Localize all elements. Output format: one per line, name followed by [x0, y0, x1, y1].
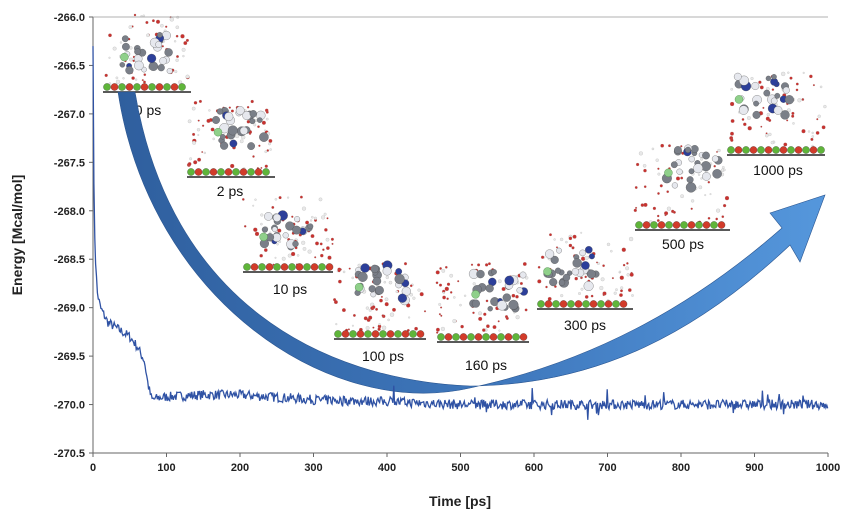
- snapshot-inset: [186, 99, 275, 178]
- energy-series-line: [92, 46, 829, 420]
- snapshot-inset: [727, 71, 827, 156]
- y-tick-label: -269.0: [54, 303, 85, 315]
- y-tick-label: -270.5: [54, 448, 85, 460]
- x-tick-label: 700: [598, 462, 616, 474]
- snapshot-time-label: 160 ps: [465, 357, 507, 373]
- y-tick-label: -266.0: [54, 12, 85, 24]
- trajectory-arrow: [117, 91, 826, 394]
- x-axis-title: Time [ps]: [429, 493, 491, 509]
- snapshot-time-label: 300 ps: [564, 317, 606, 333]
- snapshot-inset: [333, 260, 427, 340]
- snapshot-time-label: 100 ps: [362, 348, 404, 364]
- x-tick-label: 0: [90, 462, 96, 474]
- y-axis-title: Energy [Mcal/mol]: [9, 175, 25, 296]
- y-tick-label: -266.5: [54, 60, 85, 72]
- snapshot-time-label: 0 ps: [135, 102, 161, 118]
- y-tick-label: -267.0: [54, 109, 85, 121]
- x-tick-label: 200: [231, 462, 249, 474]
- snapshot-inset: [435, 262, 529, 343]
- x-tick-label: 500: [451, 462, 469, 474]
- snapshot-insets: 0 ps 2 ps 10 ps 100 ps 160 ps 300 ps 500 ps 100…: [103, 13, 827, 373]
- snapshot-inset: [103, 13, 191, 93]
- y-tick-label: -269.5: [54, 351, 85, 363]
- x-tick-label: 900: [745, 462, 763, 474]
- snapshot-time-label: 500 ps: [662, 236, 704, 252]
- snapshot-time-label: 1000 ps: [753, 162, 803, 178]
- x-tick-label: 100: [157, 462, 175, 474]
- snapshot-inset: [242, 195, 334, 273]
- x-tick-label: 800: [672, 462, 690, 474]
- snapshot-time-label: 10 ps: [273, 281, 307, 297]
- x-tick-label: 1000: [816, 462, 840, 474]
- snapshot-time-label: 2 ps: [217, 183, 243, 199]
- snapshot-inset: [537, 231, 634, 310]
- y-tick-label: -268.0: [54, 206, 85, 218]
- x-tick-label: 600: [525, 462, 543, 474]
- y-tick-label: -267.5: [54, 157, 85, 169]
- y-tick-label: -268.5: [54, 254, 85, 266]
- x-tick-label: 400: [378, 462, 396, 474]
- x-tick-label: 300: [304, 462, 322, 474]
- snapshot-inset: [633, 143, 730, 231]
- y-tick-label: -270.0: [54, 400, 85, 412]
